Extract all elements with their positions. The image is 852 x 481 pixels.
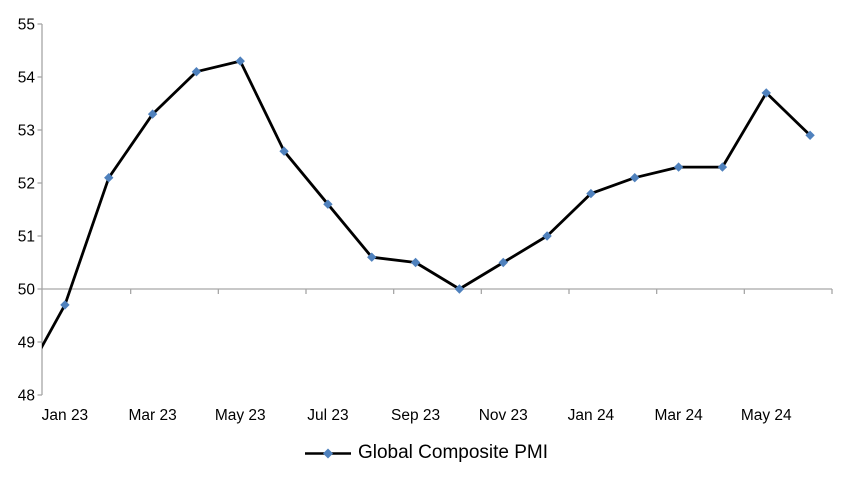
y-axis-tick-label: 49 (18, 335, 35, 352)
data-point-marker (323, 199, 333, 209)
data-point-marker (367, 252, 377, 262)
data-point-marker (104, 173, 114, 183)
legend: Global Composite PMI (0, 441, 852, 465)
x-axis-tick-label: Sep 23 (391, 407, 440, 424)
data-point-marker (498, 257, 508, 268)
data-point-marker (630, 173, 640, 183)
legend-line-diamond-icon (304, 448, 351, 458)
data-point-marker (717, 162, 728, 172)
x-axis-tick-label: May 24 (741, 407, 792, 424)
data-point-marker (279, 146, 289, 156)
data-point-marker (454, 284, 465, 294)
x-axis-tick-label: Jan 23 (42, 407, 89, 424)
y-axis-tick-label: 51 (18, 229, 35, 246)
y-axis-tick-label: 55 (18, 17, 35, 34)
data-point-marker (191, 67, 202, 77)
data-point-marker (761, 88, 771, 98)
x-axis-tick-label: Jul 23 (307, 407, 348, 424)
y-axis-tick-label: 48 (18, 388, 35, 405)
pmi-series-line (42, 59, 812, 350)
x-axis-tick-label: Nov 23 (479, 407, 528, 424)
x-axis-tick-label: Jan 24 (568, 407, 615, 424)
y-axis-tick-label: 53 (18, 123, 35, 140)
x-axis-tick-label: Mar 23 (128, 407, 176, 424)
data-point-marker (542, 231, 552, 241)
data-point-marker (805, 130, 815, 140)
data-point-marker (410, 257, 421, 268)
data-point-marker (147, 109, 158, 119)
data-point-marker (586, 188, 596, 199)
x-axis-tick-label: May 23 (215, 407, 266, 424)
data-point-marker (235, 56, 245, 66)
x-axis-tick-label: Mar 24 (654, 407, 703, 424)
y-axis-tick-label: 52 (18, 176, 35, 193)
y-axis-tick-label: 50 (18, 282, 36, 299)
y-axis-tick-label: 54 (18, 70, 36, 87)
data-point-marker (673, 162, 684, 172)
data-point-marker (60, 300, 70, 310)
legend-label: Global Composite PMI (357, 442, 549, 463)
